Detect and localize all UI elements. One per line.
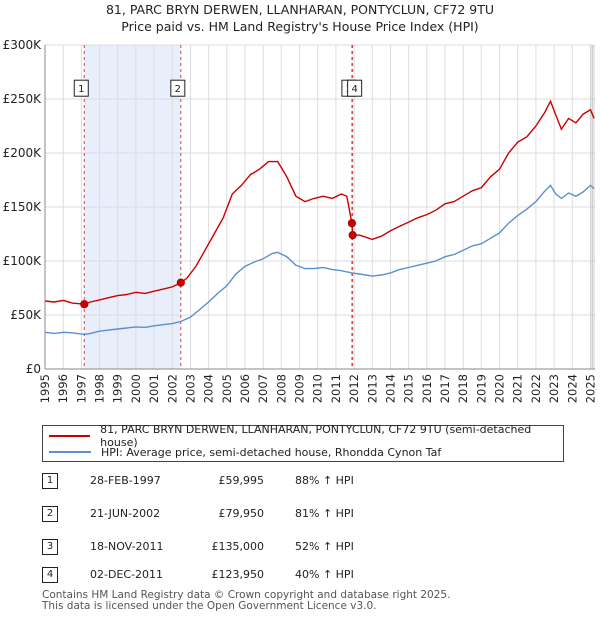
x-tick-label: 1998: [93, 374, 107, 403]
x-tick-label: 2004: [202, 374, 216, 403]
sale-hpi: 40% ↑ HPI: [295, 568, 354, 581]
sale-label-box: [73, 79, 89, 97]
x-tick-label: 2011: [329, 374, 343, 403]
x-tick-label: 2019: [474, 374, 488, 403]
x-tick-label: 2017: [438, 374, 452, 403]
sale-row: 3 18-NOV-2011 £135,000 52% ↑ HPI: [42, 539, 482, 555]
sale-number: 1: [42, 473, 58, 489]
y-tick-label: £100K: [3, 254, 43, 268]
x-tick-label: 2025: [583, 374, 597, 403]
legend-swatch-red: [49, 435, 91, 437]
x-tick-label: 1996: [56, 374, 70, 403]
x-tick-label: 2001: [147, 374, 161, 403]
series-line: [44, 99, 595, 305]
sale-label: 2: [175, 84, 181, 95]
sale-row: 2 21-JUN-2002 £79,950 81% ↑ HPI: [42, 506, 482, 522]
legend-label-property: 81, PARC BRYN DERWEN, LLANHARAN, PONTYCL…: [100, 423, 532, 449]
sale-label: 4: [351, 84, 357, 95]
sale-point: [348, 231, 357, 240]
x-tick-label: 2016: [420, 374, 434, 403]
sale-point: [176, 278, 185, 287]
x-tick-label: 2008: [274, 374, 288, 403]
sale-label: 1: [78, 84, 84, 95]
x-tick-label: 2003: [183, 374, 197, 403]
footer-line-1: Contains HM Land Registry data © Crown c…: [42, 589, 451, 601]
x-tick-label: 2013: [365, 374, 379, 403]
sale-price: £135,000: [211, 540, 265, 553]
legend-label-hpi: HPI: Average price, semi-detached house,…: [101, 445, 442, 459]
x-tick-label: 2009: [293, 374, 307, 403]
chart-subtitle: Price paid vs. HM Land Registry's House …: [121, 19, 479, 34]
x-tick-label: 2024: [565, 374, 579, 403]
x-tick-label: 2010: [311, 374, 325, 403]
sale-number: 2: [42, 506, 58, 522]
x-tick-label: 2007: [256, 374, 270, 403]
legend-swatch-blue: [49, 451, 91, 453]
x-tick-label: 2006: [238, 374, 252, 403]
x-tick-label: 1999: [111, 374, 125, 403]
y-tick-label: £50K: [10, 308, 42, 322]
series-line: [44, 184, 595, 336]
sale-point: [347, 219, 357, 228]
x-tick-label: 2023: [547, 374, 561, 403]
sale-number: 4: [42, 567, 58, 583]
sale-price: £79,950: [218, 507, 265, 520]
chart-title: 81, PARC BRYN DERWEN, LLANHARAN, PONTYCL…: [105, 2, 495, 17]
x-tick-label: 2012: [347, 374, 361, 403]
sale-date: 21-JUN-2002: [90, 507, 161, 520]
sale-number: 3: [42, 539, 58, 555]
x-tick-label: 2014: [383, 374, 397, 403]
sale-hpi: 88% ↑ HPI: [295, 474, 354, 487]
x-tick-label: 2021: [511, 374, 525, 403]
legend-item-hpi: HPI: Average price, semi-detached house,…: [49, 444, 441, 460]
x-tick-label: 2022: [529, 374, 543, 403]
sale-point: [80, 300, 89, 309]
sale-row: 1 28-FEB-1997 £59,995 88% ↑ HPI: [42, 473, 482, 489]
y-tick-label: £150K: [3, 200, 43, 214]
x-tick-label: 2000: [129, 374, 143, 403]
sale-row: 4 02-DEC-2011 £123,950 40% ↑ HPI: [42, 567, 482, 583]
sale-price: £59,995: [218, 474, 265, 487]
legend-item-property: 81, PARC BRYN DERWEN, LLANHARAN, PONTYCL…: [49, 423, 563, 449]
legend: 81, PARC BRYN DERWEN, LLANHARAN, PONTYCL…: [42, 423, 564, 462]
x-tick-label: 2005: [220, 374, 234, 403]
x-tick-label: 1997: [74, 374, 88, 403]
y-tick-label: £300K: [3, 38, 43, 52]
sale-label-box: [347, 79, 363, 97]
y-tick-label: £0: [26, 362, 41, 376]
sale-date: 18-NOV-2011: [90, 540, 164, 553]
footer: Contains HM Land Registry data © Crown c…: [42, 590, 450, 612]
sale-label-box: [170, 79, 186, 97]
y-tick-label: £250K: [3, 92, 43, 106]
x-tick-label: 1995: [38, 374, 52, 403]
x-tick-label: 2018: [456, 374, 470, 403]
y-tick-label: £200K: [3, 146, 43, 160]
price-chart: 1995 1996 1997 1998 1999 2000 2001 2002 2003 2004…: [3, 38, 598, 403]
sale-hpi: 81% ↑ HPI: [295, 507, 354, 520]
sale-hpi: 52% ↑ HPI: [295, 540, 354, 553]
x-tick-label: 2020: [493, 374, 507, 403]
sale-price: £123,950: [211, 568, 265, 581]
footer-line-2: This data is licensed under the Open Gov…: [42, 600, 377, 612]
x-tick-label: 2015: [402, 374, 416, 403]
x-tick-label: 2002: [165, 374, 179, 403]
sale-date: 02-DEC-2011: [90, 568, 164, 581]
sale-date: 28-FEB-1997: [90, 474, 161, 487]
